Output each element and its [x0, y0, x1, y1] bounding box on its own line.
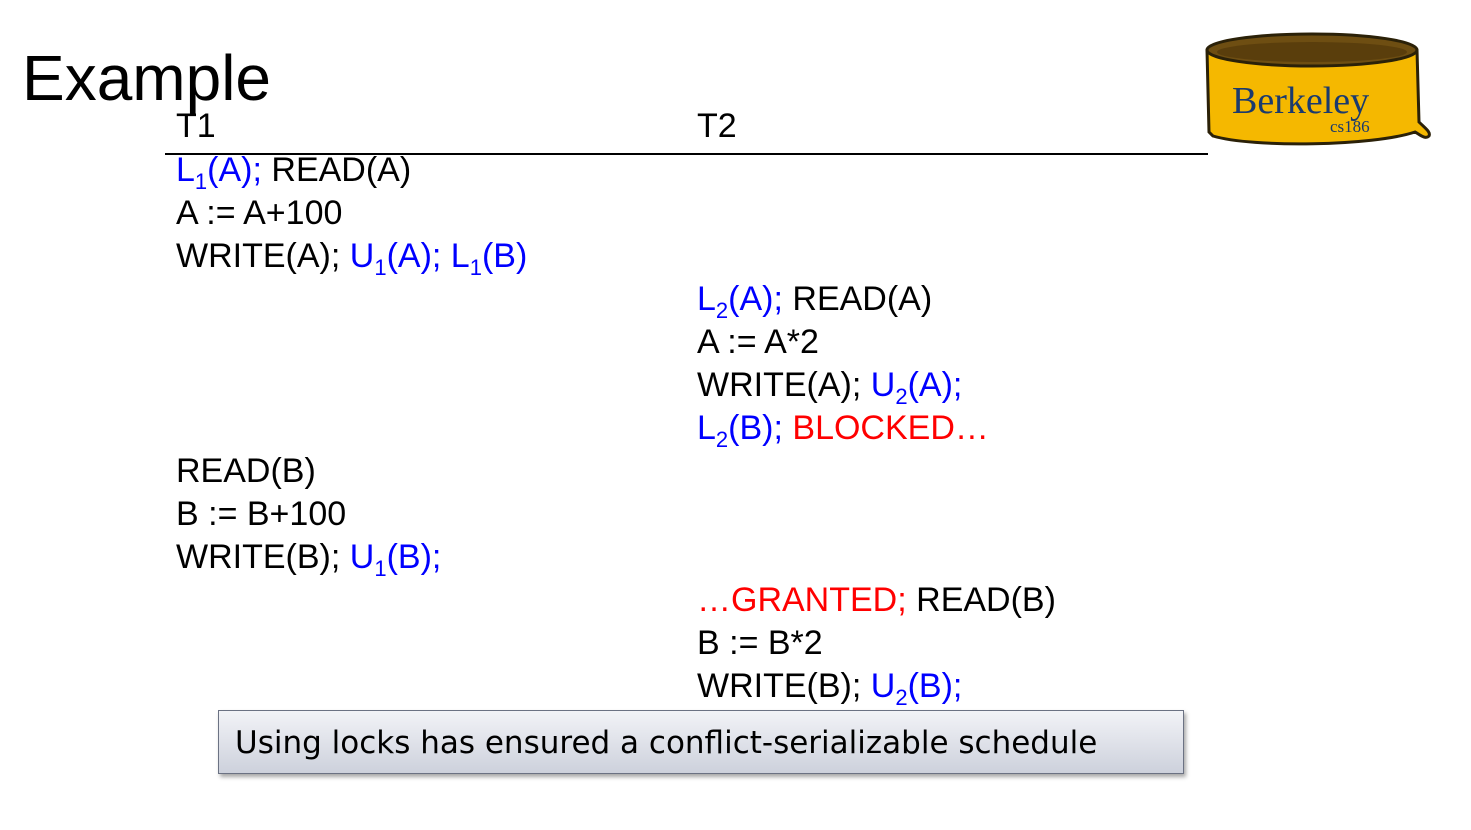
t1-line-lock-read-a: L1(A); READ(A): [176, 151, 412, 194]
t2-line-lock-read-a: L2(A); READ(A): [697, 280, 933, 323]
header-rule: [165, 153, 1208, 155]
berkeley-logo-icon: [1205, 32, 1431, 146]
column-header-t1: T1: [176, 107, 216, 145]
t1-line-b-add: B := B+100: [176, 495, 347, 533]
t2-line-granted-read-b: …GRANTED; READ(B): [697, 581, 1056, 619]
t2-line-write-a: WRITE(A); U2(A);: [697, 366, 963, 409]
t1-line-read-b: READ(B): [176, 452, 316, 490]
column-header-t2: T2: [697, 107, 737, 145]
t2-line-b-mul: B := B*2: [697, 624, 823, 662]
logo-course: cs186: [1330, 117, 1370, 136]
t2-line-lock-b-blocked: L2(B); BLOCKED…: [697, 408, 989, 452]
granted-status: …GRANTED;: [697, 581, 907, 619]
conclusion-callout: Using locks has ensured a conflict-seria…: [218, 710, 1184, 774]
lock-op: L2(A);: [697, 280, 783, 323]
callout-text: Using locks has ensured a conflict-seria…: [235, 725, 1098, 761]
blocked-status: BLOCKED…: [792, 409, 989, 447]
slide-title: Example: [22, 42, 271, 114]
unlock-op: U2(B);: [870, 667, 963, 710]
t1-line-a-add: A := A+100: [176, 194, 343, 232]
unlock-op: U1(A);: [349, 237, 451, 280]
lock-op: L1(A);: [176, 151, 262, 194]
unlock-op: U2(A);: [870, 366, 963, 409]
unlock-op: U1(B);: [349, 538, 442, 581]
t2-line-write-b: WRITE(B); U2(B);: [697, 667, 963, 710]
logo-wordmark: Berkeley: [1232, 80, 1370, 122]
t1-line-write-a: WRITE(A); U1(A); L1(B): [176, 237, 528, 280]
t1-line-write-b: WRITE(B); U1(B);: [176, 538, 442, 581]
t2-line-a-mul: A := A*2: [697, 323, 819, 361]
lock-op: L2(B);: [697, 409, 793, 452]
lock-op: L1(B): [450, 237, 528, 280]
